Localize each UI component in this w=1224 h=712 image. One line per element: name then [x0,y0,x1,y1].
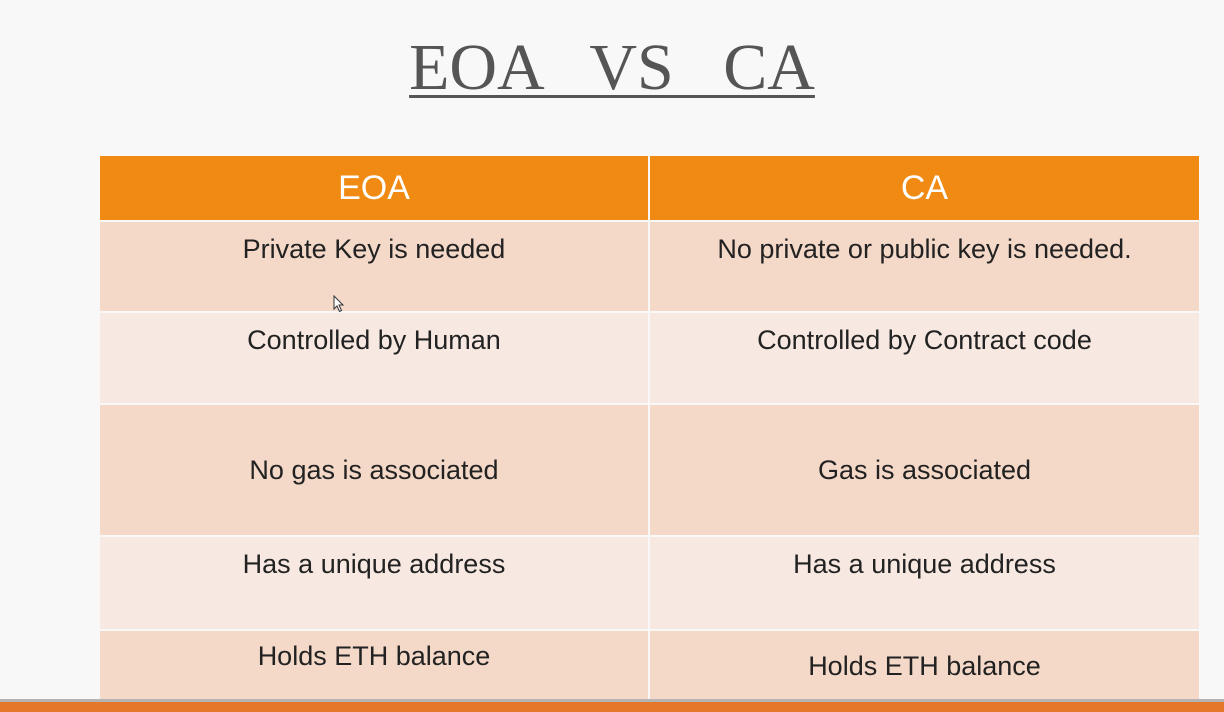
ca-cell: Has a unique address [649,535,1199,630]
mouse-pointer-icon [333,295,345,313]
table-row: No gas is associated Gas is associated [100,403,1199,536]
slide-title-text: EOA VS CA [409,31,815,104]
header-ca: CA [649,156,1199,221]
bottom-bar-edge [0,699,1224,702]
ca-cell: Controlled by Contract code [649,311,1199,404]
eoa-cell: Holds ETH balance [100,629,650,700]
eoa-cell: No gas is associated [100,403,650,536]
ca-cell: No private or public key is needed. [649,220,1199,312]
table-row: Controlled by Human Controlled by Contra… [100,311,1199,404]
table-row: Has a unique address Has a unique addres… [100,535,1199,630]
table-row: Holds ETH balance Holds ETH balance [100,629,1199,700]
table-row: Private Key is needed No private or publ… [100,220,1199,312]
table-header-row: EOA CA [100,156,1199,221]
eoa-cell: Private Key is needed [100,220,650,312]
slide-title: EOA VS CA [0,30,1224,106]
eoa-cell: Controlled by Human [100,311,650,404]
comparison-table: EOA CA Private Key is needed No private … [100,156,1199,700]
header-eoa: EOA [100,156,650,221]
bottom-accent-bar [0,702,1224,712]
ca-cell: Holds ETH balance [649,629,1199,700]
eoa-cell: Has a unique address [100,535,650,630]
ca-cell: Gas is associated [649,403,1199,536]
